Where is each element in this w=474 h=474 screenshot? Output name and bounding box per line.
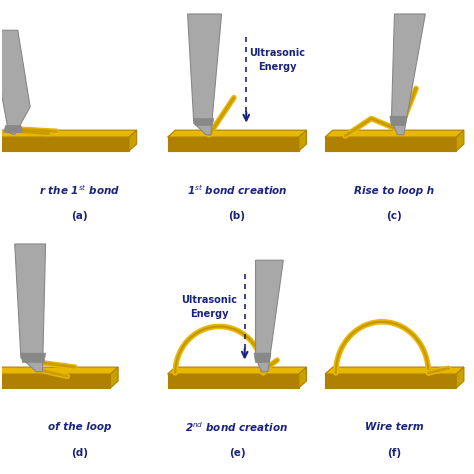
Polygon shape: [15, 244, 46, 372]
Polygon shape: [110, 367, 118, 388]
Polygon shape: [325, 137, 456, 151]
Polygon shape: [255, 260, 283, 372]
Polygon shape: [194, 118, 214, 126]
Text: Wire term: Wire term: [365, 422, 424, 432]
Polygon shape: [254, 353, 271, 363]
Polygon shape: [390, 116, 407, 126]
Polygon shape: [167, 130, 307, 137]
Text: (e): (e): [228, 448, 246, 458]
Polygon shape: [21, 353, 46, 363]
Text: (b): (b): [228, 211, 246, 221]
Text: of the loop: of the loop: [48, 422, 111, 432]
Text: Energy: Energy: [190, 309, 228, 319]
Polygon shape: [0, 130, 137, 137]
Polygon shape: [299, 130, 307, 151]
Polygon shape: [392, 14, 425, 135]
Text: Ultrasonic: Ultrasonic: [181, 295, 237, 305]
Polygon shape: [0, 374, 110, 388]
Polygon shape: [0, 30, 30, 135]
Polygon shape: [325, 130, 464, 137]
Text: 1$^{st}$ bond creation: 1$^{st}$ bond creation: [187, 183, 287, 198]
Polygon shape: [325, 367, 464, 374]
Polygon shape: [0, 137, 129, 151]
Text: (f): (f): [387, 448, 401, 458]
Polygon shape: [0, 367, 118, 374]
Polygon shape: [167, 137, 299, 151]
Text: Rise to loop h: Rise to loop h: [355, 185, 435, 196]
Text: Ultrasonic: Ultrasonic: [249, 48, 305, 58]
Polygon shape: [167, 367, 307, 374]
Text: 2$^{nd}$ bond creation: 2$^{nd}$ bond creation: [185, 420, 289, 434]
Text: (c): (c): [387, 211, 402, 221]
Polygon shape: [167, 374, 299, 388]
Text: r the 1$^{st}$ bond: r the 1$^{st}$ bond: [39, 183, 120, 198]
Polygon shape: [299, 367, 307, 388]
Polygon shape: [456, 367, 464, 388]
Polygon shape: [456, 130, 464, 151]
Polygon shape: [129, 130, 137, 151]
Text: (a): (a): [71, 211, 88, 221]
Text: (d): (d): [71, 448, 88, 458]
Polygon shape: [325, 374, 456, 388]
Polygon shape: [188, 14, 221, 135]
Polygon shape: [4, 126, 22, 132]
Text: Energy: Energy: [258, 63, 296, 73]
